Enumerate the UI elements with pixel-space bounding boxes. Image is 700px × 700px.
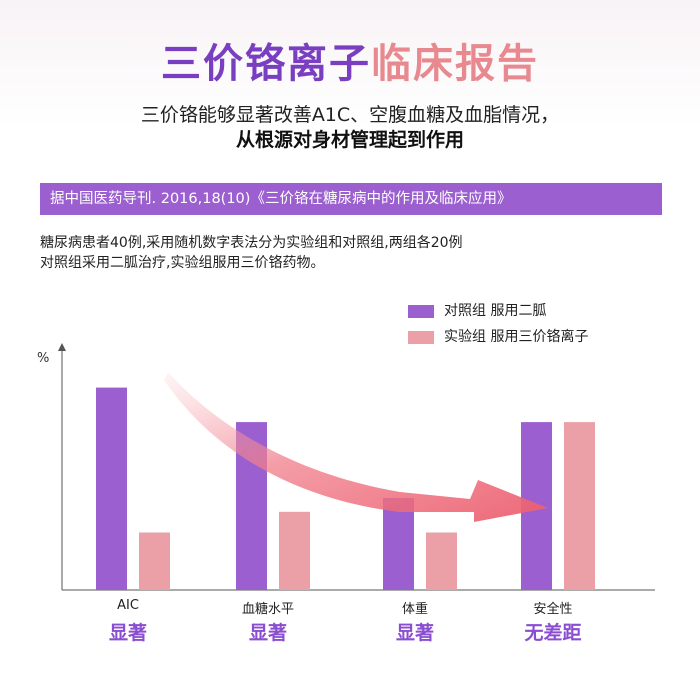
page-title: 三价铬离子临床报告 — [0, 38, 700, 90]
category-label-1: 血糖水平 — [241, 602, 294, 617]
y-axis-label: % — [37, 351, 50, 366]
trend-arrow — [164, 372, 548, 522]
significance-label-0: 显著 — [108, 622, 147, 644]
legend-item-control: 对照组 服用二胍 — [408, 298, 588, 324]
category-label-0: AIC — [117, 598, 139, 613]
subtitle-line-1: 三价铬能够显著改善A1C、空腹血糖及血脂情况， — [140, 104, 560, 126]
bar-experiment-2 — [426, 532, 457, 590]
bar-control-2 — [383, 498, 414, 590]
legend-item-experiment: 实验组 服用三价铬离子 — [408, 324, 588, 350]
legend-label-experiment: 实验组 服用三价铬离子 — [444, 329, 589, 345]
title-part-1: 三价铬离子 — [161, 41, 371, 87]
category-label-2: 体重 — [401, 602, 428, 617]
bar-experiment-0 — [139, 532, 170, 590]
legend-swatch-experiment — [408, 331, 434, 344]
legend-label-control: 对照组 服用二胍 — [444, 303, 547, 319]
bar-experiment-3 — [564, 422, 595, 590]
chart-legend: 对照组 服用二胍 实验组 服用三价铬离子 — [408, 298, 588, 350]
significance-label-2: 显著 — [395, 622, 434, 644]
significance-label-3: 无差距 — [524, 622, 582, 644]
description-line-2: 对照组采用二胍治疗,实验组服用三价铬药物。 — [40, 255, 325, 271]
significance-label-1: 显著 — [248, 622, 287, 644]
description-line-1: 糖尿病患者40例,采用随机数字表法分为实验组和对照组,两组各20例 — [40, 235, 463, 251]
y-axis-arrowhead — [58, 343, 66, 351]
title-part-2: 临床报告 — [371, 41, 539, 87]
bar-control-0 — [96, 387, 127, 590]
source-banner: 据中国医药导刊. 2016,18(10)《三价铬在糖尿病中的作用及临床应用》 — [40, 183, 662, 215]
category-label-3: 安全性 — [533, 602, 573, 617]
trend-arrow-shape — [164, 372, 548, 522]
bar-experiment-1 — [279, 511, 310, 590]
legend-swatch-control — [408, 305, 434, 318]
subtitle-line-2: 从根源对身材管理起到作用 — [235, 129, 464, 151]
